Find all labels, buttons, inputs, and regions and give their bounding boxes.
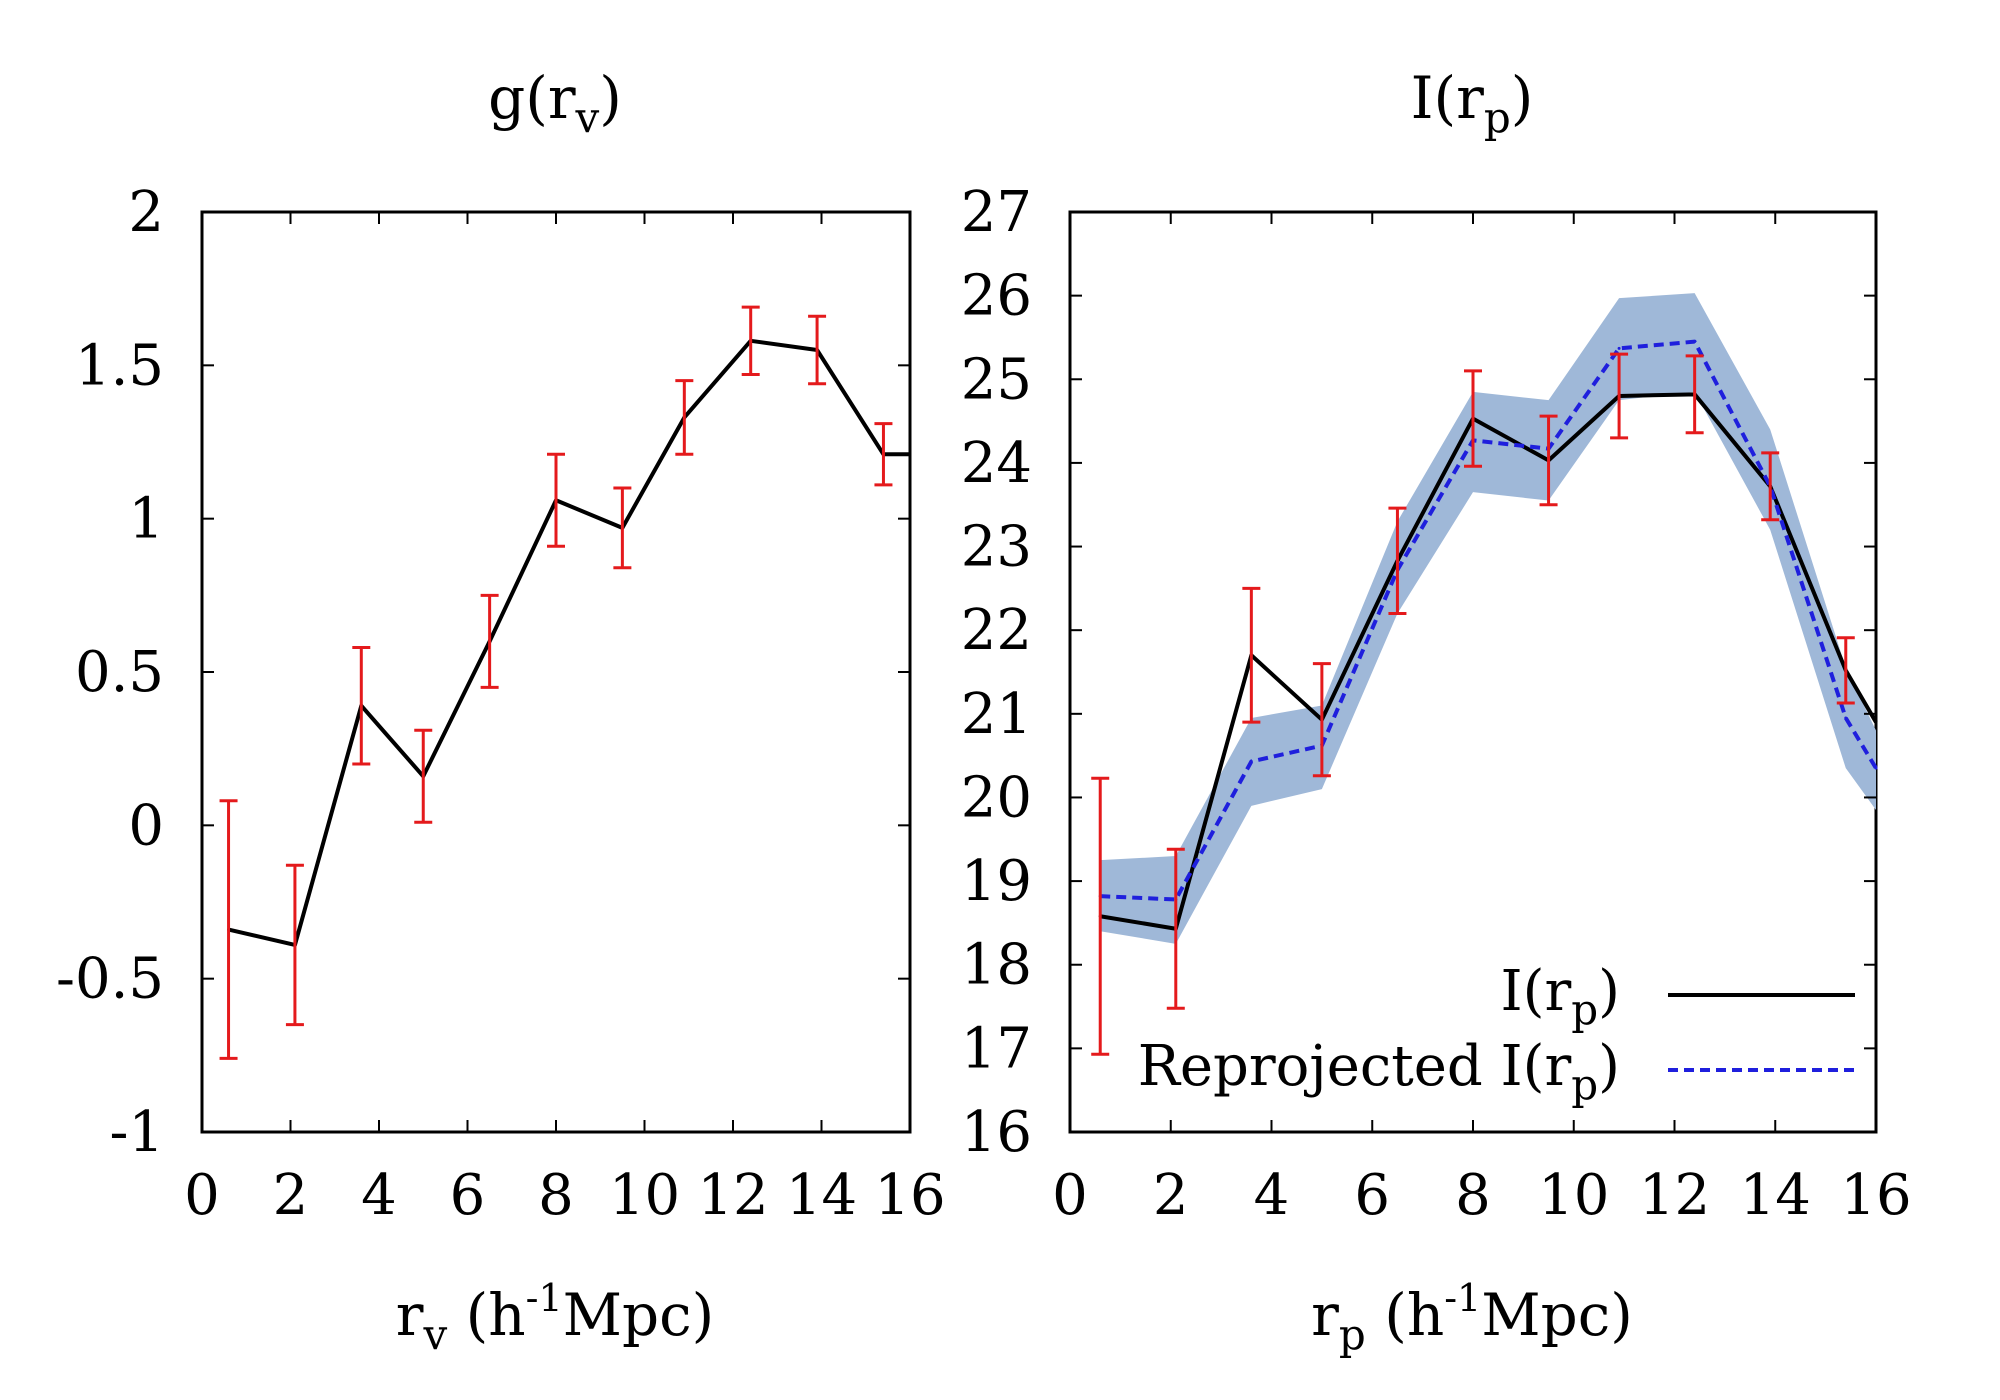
y-tick-label: 16 bbox=[961, 1100, 1032, 1165]
error-bar bbox=[1242, 586, 1261, 724]
y-tick-label: 0 bbox=[128, 793, 164, 858]
x-tick-label: 0 bbox=[184, 1163, 220, 1228]
x-tick-label: 2 bbox=[273, 1163, 309, 1228]
x-tick-label: 2 bbox=[1153, 1163, 1189, 1228]
data-point bbox=[1617, 346, 1621, 350]
x-tick-label: 10 bbox=[609, 1163, 680, 1228]
x-tick-label: 14 bbox=[1740, 1163, 1811, 1228]
x-tick-label: 6 bbox=[450, 1163, 486, 1228]
x-tick-label: 0 bbox=[1052, 1163, 1088, 1228]
x-tick-label: 8 bbox=[538, 1163, 574, 1228]
series-line-g-rv-measured bbox=[228, 338, 910, 947]
error-bar bbox=[1836, 636, 1855, 705]
y-tick-label: -0.5 bbox=[56, 947, 164, 1012]
error-bar bbox=[1610, 352, 1629, 440]
y-tick-label: 21 bbox=[961, 682, 1032, 747]
x-tick-label: 12 bbox=[1639, 1163, 1710, 1228]
data-point bbox=[908, 452, 912, 456]
y-tick-label: 23 bbox=[961, 515, 1032, 580]
error-bar bbox=[613, 486, 632, 570]
y-tick-label: 24 bbox=[961, 431, 1032, 496]
chart-title-g-rv: g(rv) bbox=[488, 64, 622, 142]
error-bar bbox=[1091, 776, 1110, 1056]
error-bar bbox=[1388, 506, 1407, 615]
error-bar bbox=[414, 728, 433, 824]
x-tick-label: 16 bbox=[874, 1163, 945, 1228]
error-bar bbox=[1464, 369, 1482, 468]
error-bar bbox=[547, 452, 565, 548]
y-tick-label: 27 bbox=[961, 180, 1032, 245]
data-point bbox=[1844, 716, 1848, 720]
series-line-i-rp-measured bbox=[1099, 392, 1878, 931]
y-tick-label: 17 bbox=[961, 1016, 1032, 1081]
x-tick-label: 10 bbox=[1538, 1163, 1609, 1228]
x-tick-label: 14 bbox=[786, 1163, 857, 1228]
error-bar bbox=[874, 422, 893, 487]
y-tick-label: 26 bbox=[961, 264, 1032, 329]
y-tick-label: -1 bbox=[109, 1100, 164, 1165]
x-tick-label: 4 bbox=[1254, 1163, 1290, 1228]
legend-label-i-rp: I(rp) bbox=[1501, 959, 1621, 1034]
y-tick-label: 2 bbox=[128, 180, 164, 245]
y-tick-label: 1 bbox=[128, 487, 164, 552]
legend-label-reprojected: Reprojected I(rp) bbox=[1138, 1034, 1620, 1109]
y-tick-label: 22 bbox=[961, 598, 1032, 663]
error-bar bbox=[808, 314, 827, 386]
x-tick-label: 12 bbox=[697, 1163, 768, 1228]
y-tick-label: 19 bbox=[961, 849, 1032, 914]
data-point bbox=[1693, 340, 1697, 344]
y-tick-label: 18 bbox=[961, 933, 1032, 998]
data-point bbox=[1874, 766, 1878, 770]
error-bar bbox=[1166, 847, 1185, 1010]
x-axis-title-g-rv: rv (h-1Mpc) bbox=[396, 1276, 715, 1359]
y-tick-label: 20 bbox=[961, 765, 1032, 830]
series-line-i-rp-reprojected bbox=[1100, 339, 1878, 902]
x-tick-label: 4 bbox=[361, 1163, 397, 1228]
confidence-band bbox=[1100, 293, 1876, 944]
error-bar bbox=[285, 863, 304, 1027]
y-tick-label: 1.5 bbox=[75, 333, 164, 398]
x-axis-title-i-rp: rp (h-1Mpc) bbox=[1311, 1276, 1633, 1359]
y-tick-label: 0.5 bbox=[75, 640, 164, 705]
error-bar bbox=[675, 379, 694, 456]
x-tick-label: 6 bbox=[1354, 1163, 1390, 1228]
error-bar bbox=[1312, 662, 1331, 778]
legend: I(rp) Reprojected I(rp) bbox=[1138, 959, 1855, 1109]
error-bar bbox=[1761, 451, 1780, 522]
error-bar bbox=[741, 305, 760, 377]
chart-panel-g-rv: g(rv) 0 2 4 6 8 10 12 14 16-1-0.500.511.52 rv (h… bbox=[56, 64, 946, 1359]
error-bar bbox=[1539, 414, 1558, 507]
data-point bbox=[1249, 759, 1253, 763]
error-bar bbox=[480, 593, 499, 689]
chart-panel-i-rp: I(rp) 0 2 4 6 8 10 12 14 16161718192021222324252… bbox=[961, 64, 1912, 1359]
error-bar bbox=[352, 645, 371, 766]
error-bar bbox=[1685, 354, 1704, 435]
x-tick-label: 16 bbox=[1840, 1163, 1911, 1228]
y-tick-label: 25 bbox=[961, 347, 1032, 412]
x-tick-label: 8 bbox=[1455, 1163, 1491, 1228]
chart-title-i-rp: I(rp) bbox=[1411, 64, 1534, 142]
data-point bbox=[1874, 720, 1878, 724]
error-bar bbox=[219, 799, 238, 1060]
